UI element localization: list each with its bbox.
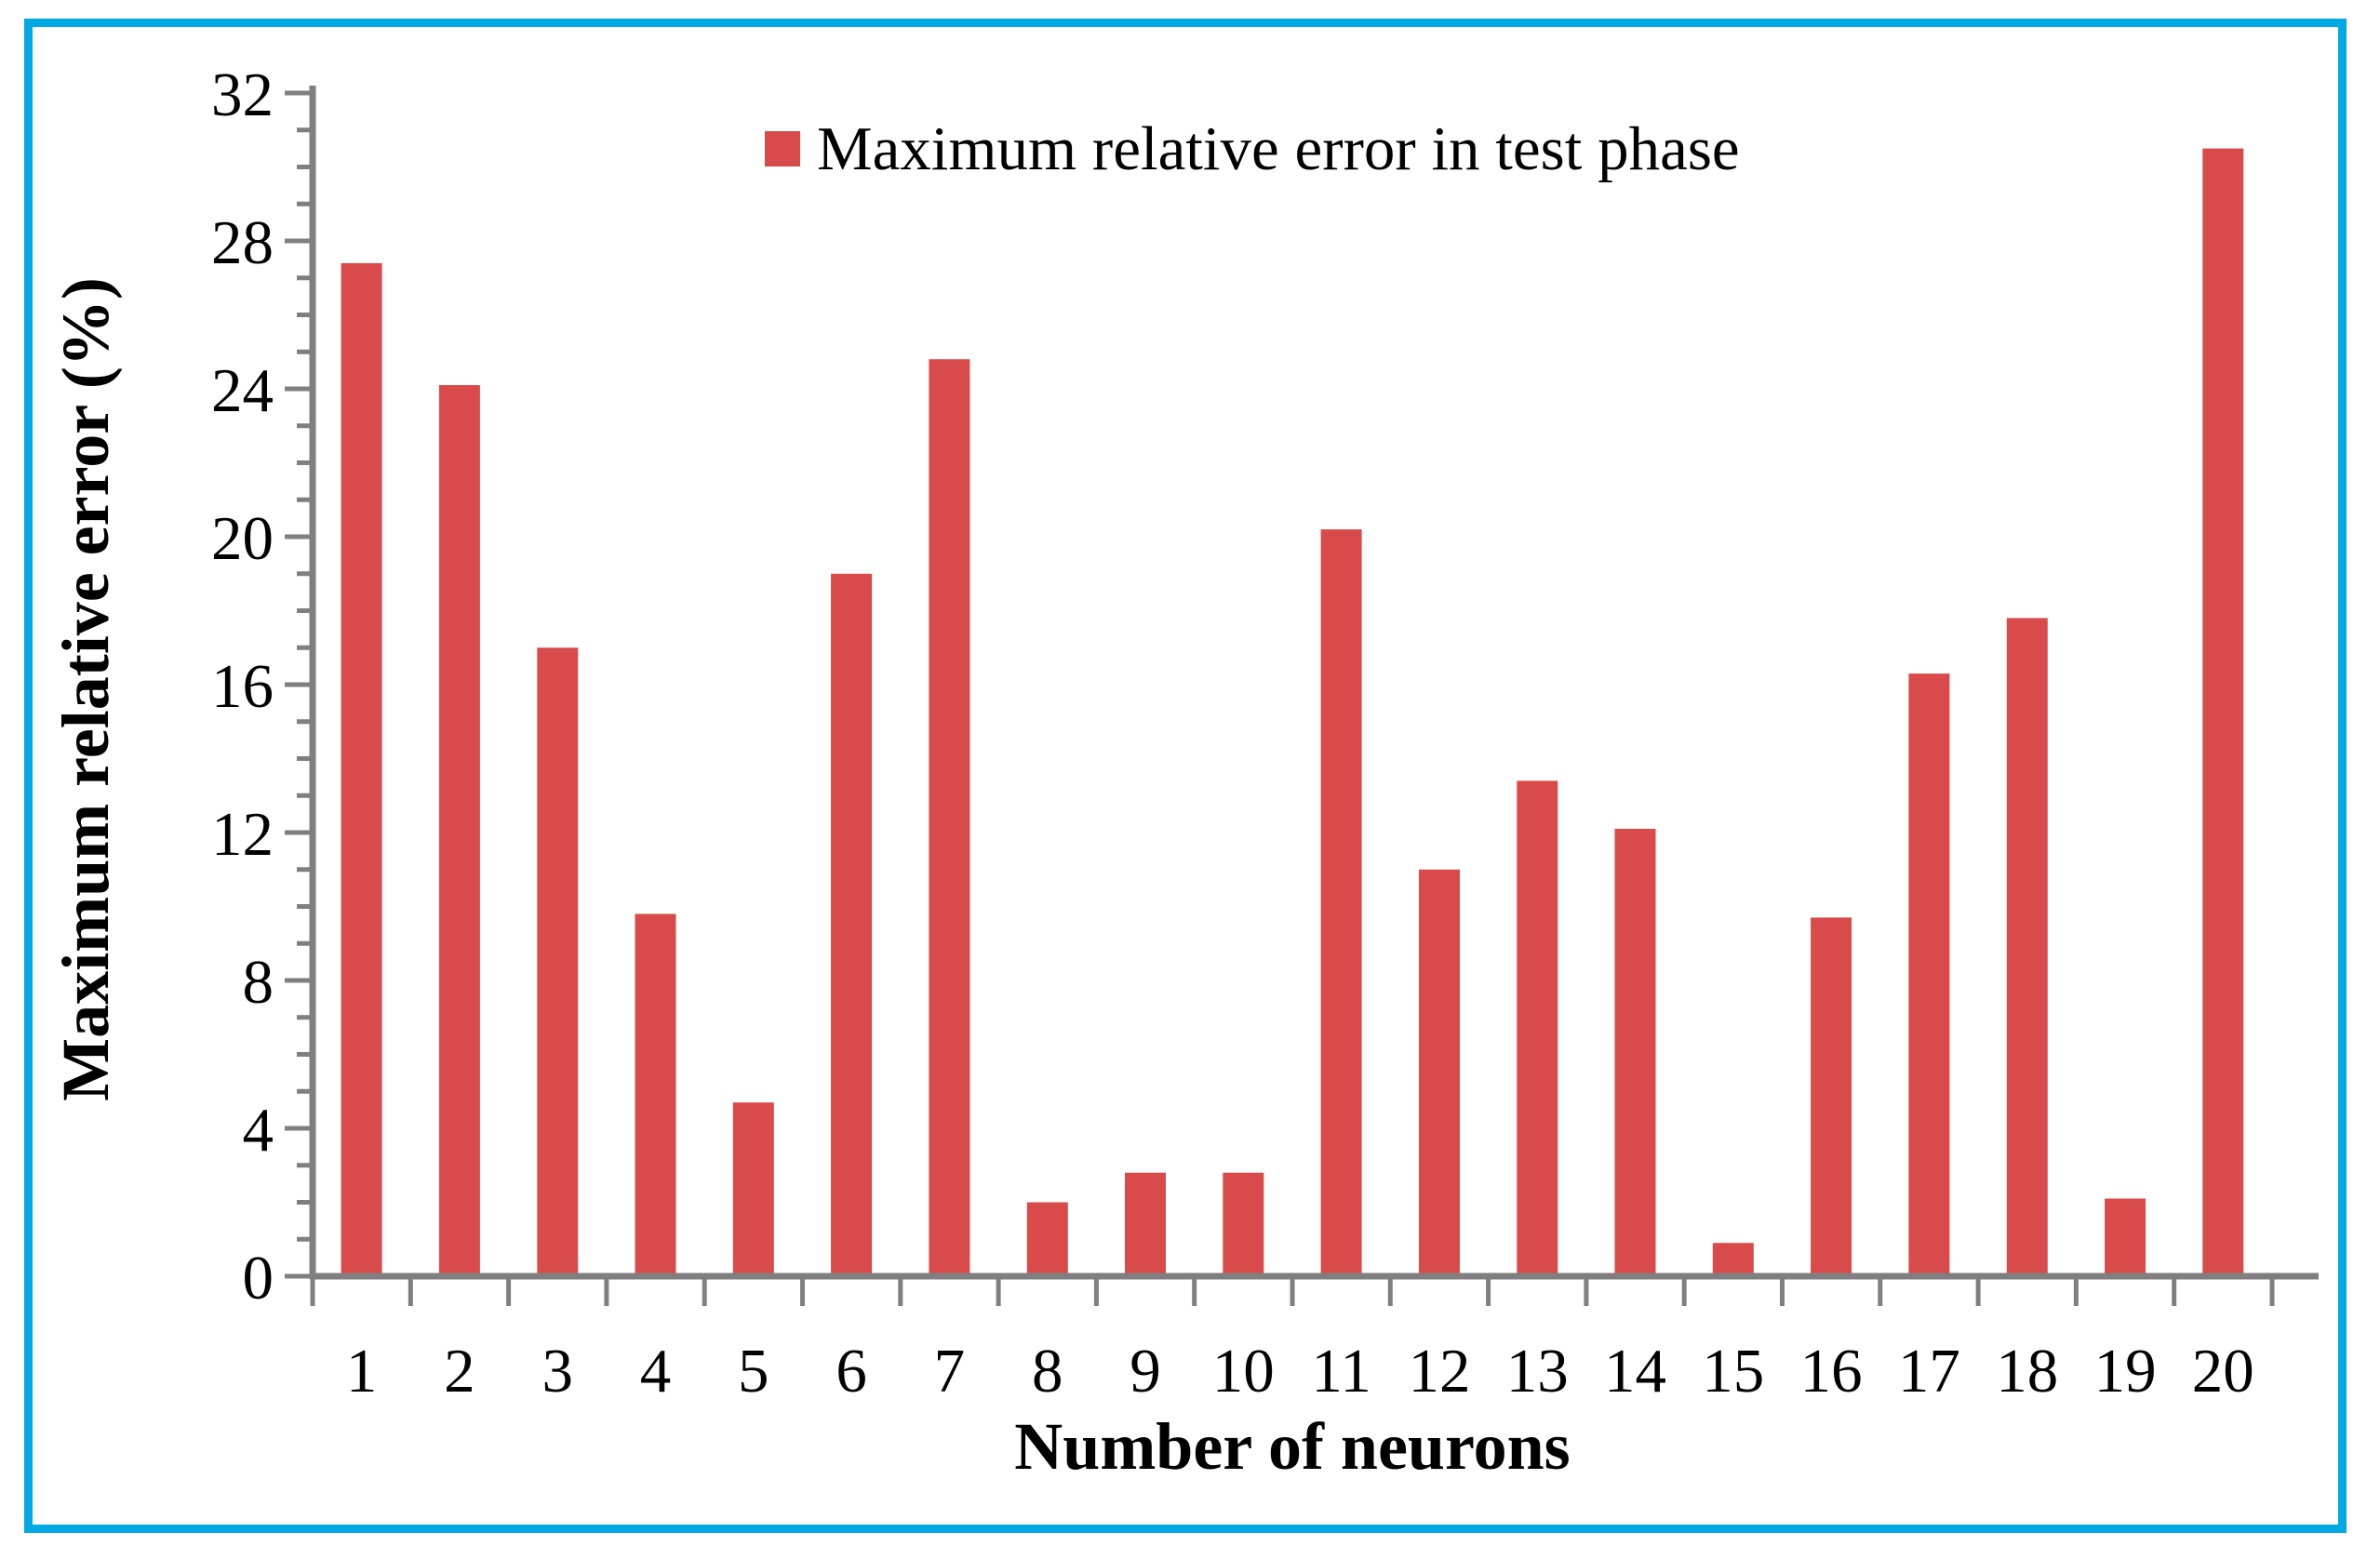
bar	[1517, 780, 1558, 1276]
bar	[635, 913, 676, 1277]
y-tick-label: 20	[211, 504, 274, 573]
bar	[2006, 618, 2048, 1276]
y-tick-label: 4	[243, 1096, 274, 1165]
y-tick-label: 16	[211, 652, 274, 721]
x-tick-label: 2	[444, 1337, 475, 1406]
bar	[341, 262, 382, 1276]
x-tick-label: 1	[346, 1337, 378, 1406]
x-tick-label: 11	[1311, 1337, 1371, 1406]
x-tick-label: 13	[1506, 1337, 1569, 1406]
bar	[1320, 529, 1362, 1276]
bar	[2202, 148, 2244, 1277]
legend-marker-icon	[765, 131, 800, 167]
bar	[1026, 1202, 1068, 1276]
x-tick-label: 17	[1898, 1337, 1960, 1406]
x-tick-label: 16	[1800, 1337, 1863, 1406]
bar	[537, 647, 579, 1277]
bar	[831, 573, 873, 1277]
bar	[1419, 869, 1460, 1277]
bar	[438, 385, 480, 1276]
x-tick-label: 15	[1702, 1337, 1764, 1406]
x-tick-label: 7	[934, 1337, 966, 1406]
x-tick-label: 8	[1032, 1337, 1063, 1406]
y-tick-label: 0	[243, 1244, 274, 1312]
bar	[1125, 1172, 1166, 1276]
x-tick-label: 10	[1212, 1337, 1275, 1406]
y-tick-label: 12	[211, 800, 274, 869]
legend: Maximum relative error in test phase	[765, 115, 1740, 182]
x-tick-label: 5	[738, 1337, 769, 1406]
x-tick-label: 18	[1996, 1337, 2058, 1406]
x-tick-label: 12	[1409, 1337, 1471, 1406]
y-tick-label: 8	[243, 948, 274, 1017]
bar	[1614, 829, 1656, 1276]
x-tick-label: 3	[542, 1337, 574, 1406]
x-tick-label: 9	[1130, 1337, 1161, 1406]
x-tick-label: 4	[640, 1337, 672, 1406]
bar	[1811, 917, 1852, 1276]
x-axis-title: Number of neurons	[1014, 1409, 1571, 1484]
bar	[929, 359, 970, 1276]
bar	[1712, 1243, 1754, 1276]
y-tick-label: 24	[211, 356, 274, 425]
y-tick-label: 32	[211, 60, 274, 129]
bar	[1223, 1172, 1264, 1276]
y-axis-title: Maximum relative error (%)	[48, 277, 123, 1101]
bar	[732, 1102, 774, 1276]
x-tick-label: 19	[2094, 1337, 2157, 1406]
bar	[2105, 1198, 2146, 1276]
legend-label: Maximum relative error in test phase	[817, 114, 1740, 183]
x-tick-label: 14	[1604, 1337, 1666, 1406]
y-tick-label: 28	[211, 208, 274, 277]
x-tick-label: 6	[836, 1337, 867, 1406]
x-tick-label: 20	[2192, 1337, 2254, 1406]
bar	[1908, 673, 1950, 1276]
